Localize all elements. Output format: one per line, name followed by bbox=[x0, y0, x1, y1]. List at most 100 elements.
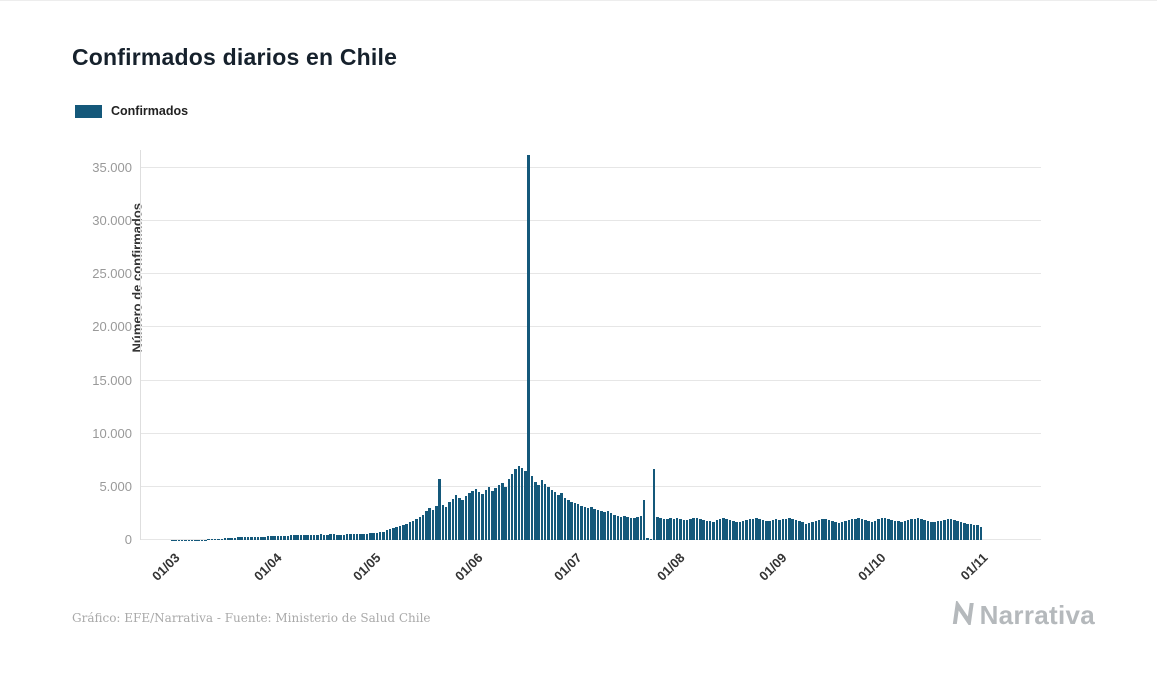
bar[interactable] bbox=[758, 519, 761, 540]
bar[interactable] bbox=[398, 526, 402, 540]
bar[interactable] bbox=[213, 539, 217, 540]
bar[interactable] bbox=[180, 539, 184, 540]
bar[interactable] bbox=[501, 482, 504, 540]
bar[interactable] bbox=[309, 534, 313, 540]
bar[interactable] bbox=[392, 528, 395, 540]
bar[interactable] bbox=[253, 536, 257, 540]
bar[interactable] bbox=[867, 521, 870, 540]
bar[interactable] bbox=[481, 494, 484, 540]
bar[interactable] bbox=[761, 520, 765, 540]
bar[interactable] bbox=[573, 502, 577, 540]
bar[interactable] bbox=[567, 499, 570, 540]
bar[interactable] bbox=[933, 522, 936, 540]
bar[interactable] bbox=[421, 514, 425, 540]
bar[interactable] bbox=[530, 476, 534, 540]
bar[interactable] bbox=[669, 518, 672, 540]
bar[interactable] bbox=[497, 484, 501, 540]
bar[interactable] bbox=[930, 521, 933, 540]
bar[interactable] bbox=[715, 520, 719, 540]
bar[interactable] bbox=[844, 521, 847, 540]
bar[interactable] bbox=[342, 534, 346, 540]
bar[interactable] bbox=[788, 518, 791, 540]
bar[interactable] bbox=[768, 520, 771, 540]
bar[interactable] bbox=[798, 520, 801, 540]
bar[interactable] bbox=[474, 488, 478, 540]
bar[interactable] bbox=[332, 534, 336, 540]
bar[interactable] bbox=[689, 518, 692, 540]
bar[interactable] bbox=[741, 520, 745, 540]
bar[interactable] bbox=[458, 497, 461, 540]
bar[interactable] bbox=[893, 520, 897, 540]
bar[interactable] bbox=[728, 519, 732, 540]
bar[interactable] bbox=[514, 468, 517, 540]
bar[interactable] bbox=[355, 533, 359, 540]
bar[interactable] bbox=[237, 537, 240, 540]
bar[interactable] bbox=[771, 519, 775, 540]
bar[interactable] bbox=[801, 522, 804, 540]
bar[interactable] bbox=[431, 510, 435, 540]
bar[interactable] bbox=[626, 517, 629, 540]
bar[interactable] bbox=[702, 520, 705, 540]
bar[interactable] bbox=[633, 518, 636, 540]
bar[interactable] bbox=[349, 534, 352, 540]
bar[interactable] bbox=[270, 536, 273, 540]
bar[interactable] bbox=[491, 491, 494, 540]
bar[interactable] bbox=[751, 518, 755, 540]
bar[interactable] bbox=[428, 508, 431, 540]
bar[interactable] bbox=[484, 490, 488, 540]
bar[interactable] bbox=[695, 518, 699, 540]
bar[interactable] bbox=[339, 535, 342, 540]
bar[interactable] bbox=[916, 518, 920, 540]
bar[interactable] bbox=[821, 519, 824, 540]
bar[interactable] bbox=[507, 479, 511, 540]
bar[interactable] bbox=[824, 518, 827, 540]
bar[interactable] bbox=[794, 519, 798, 540]
bar[interactable] bbox=[910, 519, 913, 540]
bar[interactable] bbox=[240, 537, 243, 540]
bar[interactable] bbox=[369, 533, 372, 540]
bar[interactable] bbox=[378, 532, 382, 540]
bar[interactable] bbox=[487, 486, 491, 540]
bar[interactable] bbox=[857, 518, 860, 540]
bar[interactable] bbox=[388, 529, 392, 540]
bar[interactable] bbox=[527, 155, 530, 540]
bar[interactable] bbox=[362, 534, 365, 540]
bar[interactable] bbox=[283, 535, 286, 540]
bar[interactable] bbox=[781, 519, 785, 540]
bar[interactable] bbox=[425, 511, 428, 540]
bar[interactable] bbox=[725, 518, 728, 540]
bar[interactable] bbox=[939, 520, 943, 540]
bar[interactable] bbox=[705, 520, 709, 540]
bar[interactable] bbox=[949, 518, 953, 540]
bar[interactable] bbox=[966, 523, 969, 540]
bar[interactable] bbox=[260, 536, 263, 540]
bar[interactable] bbox=[326, 534, 329, 540]
bar[interactable] bbox=[738, 521, 742, 540]
bar[interactable] bbox=[352, 533, 356, 540]
bar[interactable] bbox=[583, 507, 587, 540]
bar[interactable] bbox=[395, 527, 398, 540]
bar[interactable] bbox=[685, 520, 689, 540]
bar[interactable] bbox=[276, 535, 280, 540]
bar[interactable] bbox=[613, 514, 616, 540]
bar[interactable] bbox=[675, 518, 679, 540]
bar[interactable] bbox=[662, 518, 666, 540]
bar[interactable] bbox=[448, 501, 451, 540]
bar[interactable] bbox=[596, 510, 600, 540]
bar[interactable] bbox=[870, 521, 874, 540]
bar[interactable] bbox=[659, 518, 662, 540]
bar[interactable] bbox=[811, 521, 814, 540]
bar[interactable] bbox=[402, 525, 405, 540]
bar[interactable] bbox=[897, 521, 900, 540]
bar[interactable] bbox=[207, 539, 210, 540]
bar[interactable] bbox=[652, 468, 656, 540]
bar[interactable] bbox=[461, 499, 464, 540]
bar[interactable] bbox=[603, 512, 606, 540]
bar[interactable] bbox=[649, 538, 653, 540]
bar[interactable] bbox=[623, 516, 626, 540]
bar[interactable] bbox=[200, 539, 204, 540]
bar[interactable] bbox=[547, 486, 550, 540]
bar[interactable] bbox=[864, 520, 867, 540]
bar[interactable] bbox=[642, 500, 646, 540]
bar[interactable] bbox=[438, 479, 441, 540]
